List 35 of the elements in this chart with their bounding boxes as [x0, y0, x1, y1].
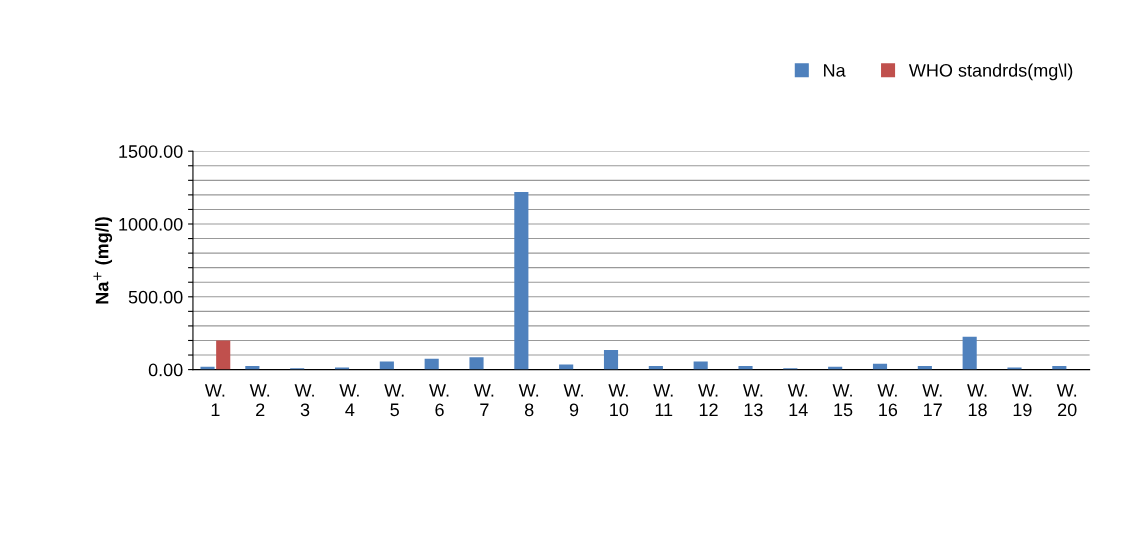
y-tick-label: 1000.00	[119, 217, 183, 231]
x-tick-label: W. 7	[473, 384, 494, 417]
x-tick-label: W. 18	[967, 384, 987, 417]
bar	[334, 367, 350, 370]
x-tick-label: W. 20	[1056, 384, 1077, 417]
x-tick-label: W. 5	[384, 384, 404, 417]
x-tick-label: W. 13	[742, 384, 763, 417]
x-tick-label: W. 17	[922, 384, 942, 417]
y-tick-label: 0.00	[148, 363, 183, 377]
x-tick-label: W. 16	[877, 384, 898, 417]
x-tick-label: W. 8	[518, 384, 539, 417]
bar	[603, 349, 619, 370]
bar	[514, 191, 529, 370]
y-axis-title: Na$^{+}$ (mg/l)	[93, 217, 113, 304]
x-tick-label: W. 12	[698, 384, 718, 417]
legend-label: WHO standrds(mg\l)	[908, 63, 1073, 81]
bar	[1007, 367, 1022, 370]
x-tick-label: W. 10	[608, 384, 629, 417]
y-tick-label: 1500.00	[119, 145, 183, 158]
x-tick-label: W. 15	[832, 384, 853, 417]
x-tick-label: W. 3	[294, 384, 314, 417]
legend-label: Na	[824, 64, 846, 77]
bar	[424, 358, 439, 370]
bar	[216, 340, 231, 370]
bar	[469, 357, 484, 370]
x-tick-label: W. 9	[563, 384, 583, 417]
y-tick-label: 500.00	[128, 290, 183, 304]
x-tick-label: W. 2	[249, 384, 270, 417]
x-tick-label: W. 14	[787, 384, 808, 417]
x-tick-label: W. 11	[653, 384, 673, 417]
x-tick-label: W. 19	[1011, 384, 1032, 417]
x-tick-label: W. 4	[339, 384, 359, 417]
x-tick-label: W. 1	[204, 384, 225, 417]
bar	[962, 336, 977, 370]
x-tick-label: W. 6	[429, 384, 449, 417]
